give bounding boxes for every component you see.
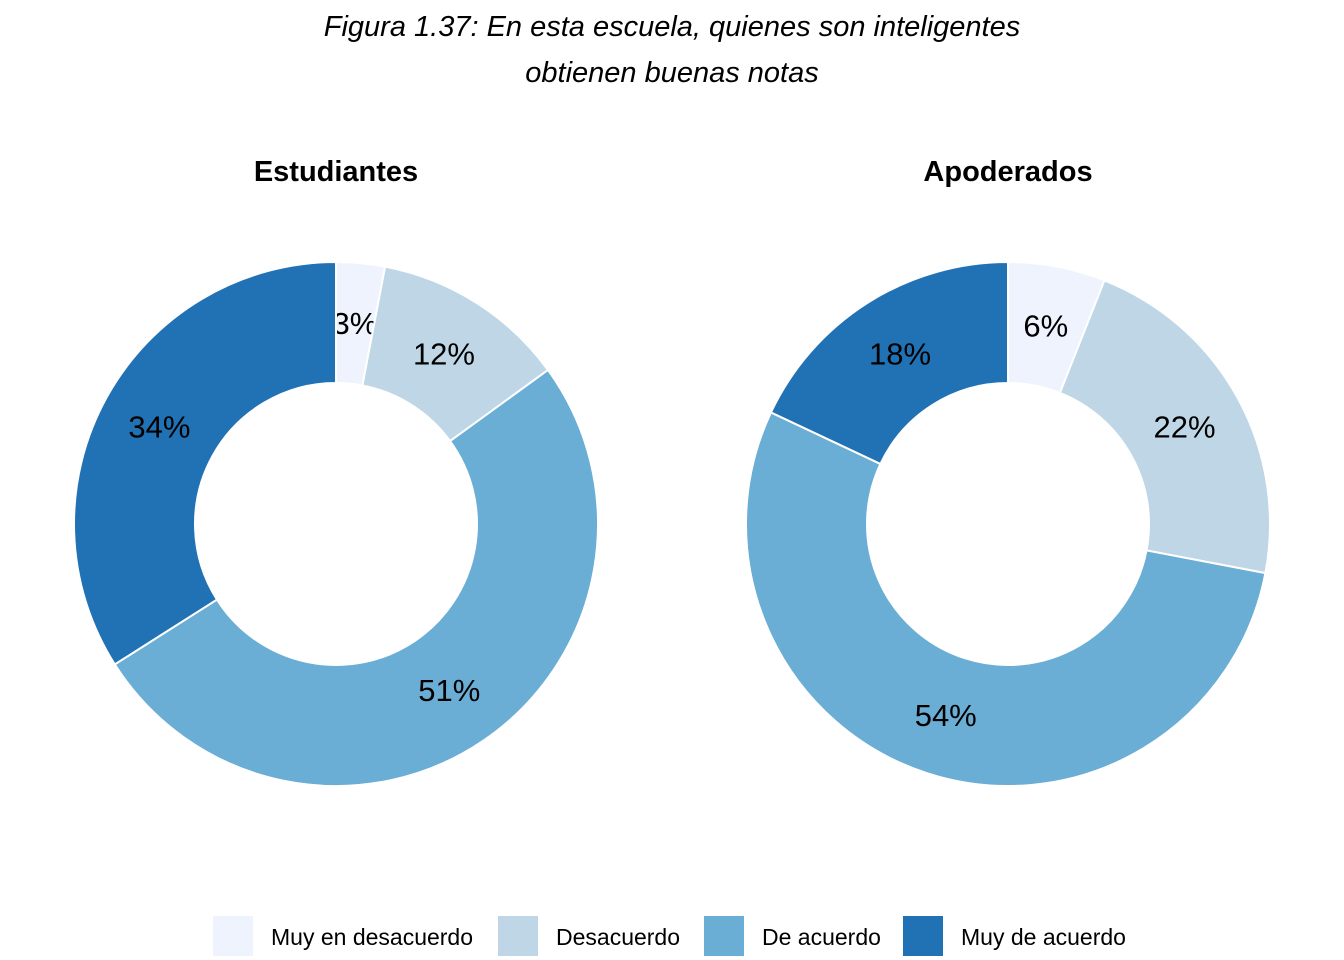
legend-label-de-acuerdo: De acuerdo [762, 924, 881, 950]
donut-chart-estudiantes: Estudiantes 3% 12% 51% 34% [73, 156, 599, 787]
legend-label-muy-de-acuerdo: Muy de acuerdo [961, 924, 1126, 950]
figure-title-line-2: obtienen buenas notas [525, 57, 819, 89]
donut-charts: Estudiantes 3% 12% 51% 34% Apoderados 6% 22% 54%… [73, 156, 1271, 787]
figure-title-line-1: Figura 1.37: En esta escuela, quienes so… [323, 11, 1021, 43]
donut-slice-estudiantes-muy-de-acuerdo [73, 260, 337, 666]
data-label-apoderados-desacuerdo: 22% [1154, 409, 1216, 444]
data-label-apoderados-de-acuerdo: 54% [915, 698, 977, 733]
figure-title: Figura 1.37: En esta escuela, quienes so… [0, 4, 1344, 96]
donut-slice-apoderados-de-acuerdo [745, 411, 1267, 787]
donut-slice-estudiantes-de-acuerdo [113, 368, 599, 787]
legend-swatch-desacuerdo [498, 916, 538, 956]
legend-swatch-muy-de-acuerdo [903, 916, 943, 956]
legend-label-desacuerdo: Desacuerdo [556, 924, 681, 950]
chart-title-estudiantes: Estudiantes [254, 156, 418, 188]
donut-slice-apoderados-desacuerdo [1058, 279, 1271, 575]
chart-title-apoderados: Apoderados [923, 156, 1092, 188]
legend: Muy en desacuerdo Desacuerdo De acuerdo … [0, 914, 1344, 958]
donut-chart-apoderados: Apoderados 6% 22% 54% 18% [745, 156, 1271, 787]
data-label-estudiantes-muy-en-desacuerdo: 3% [333, 306, 378, 341]
data-label-estudiantes-muy-de-acuerdo: 34% [128, 409, 190, 444]
data-label-estudiantes-desacuerdo: 12% [413, 336, 475, 371]
data-label-apoderados-muy-de-acuerdo: 18% [869, 336, 931, 371]
legend-swatch-muy-en-desacuerdo [213, 916, 253, 956]
legend-label-muy-en-desacuerdo: Muy en desacuerdo [271, 924, 474, 950]
donut-slice-apoderados-muy-de-acuerdo [769, 260, 1009, 466]
legend-swatch-de-acuerdo [704, 916, 744, 956]
data-label-apoderados-muy-en-desacuerdo: 6% [1023, 309, 1068, 344]
data-label-estudiantes-de-acuerdo: 51% [418, 673, 480, 708]
